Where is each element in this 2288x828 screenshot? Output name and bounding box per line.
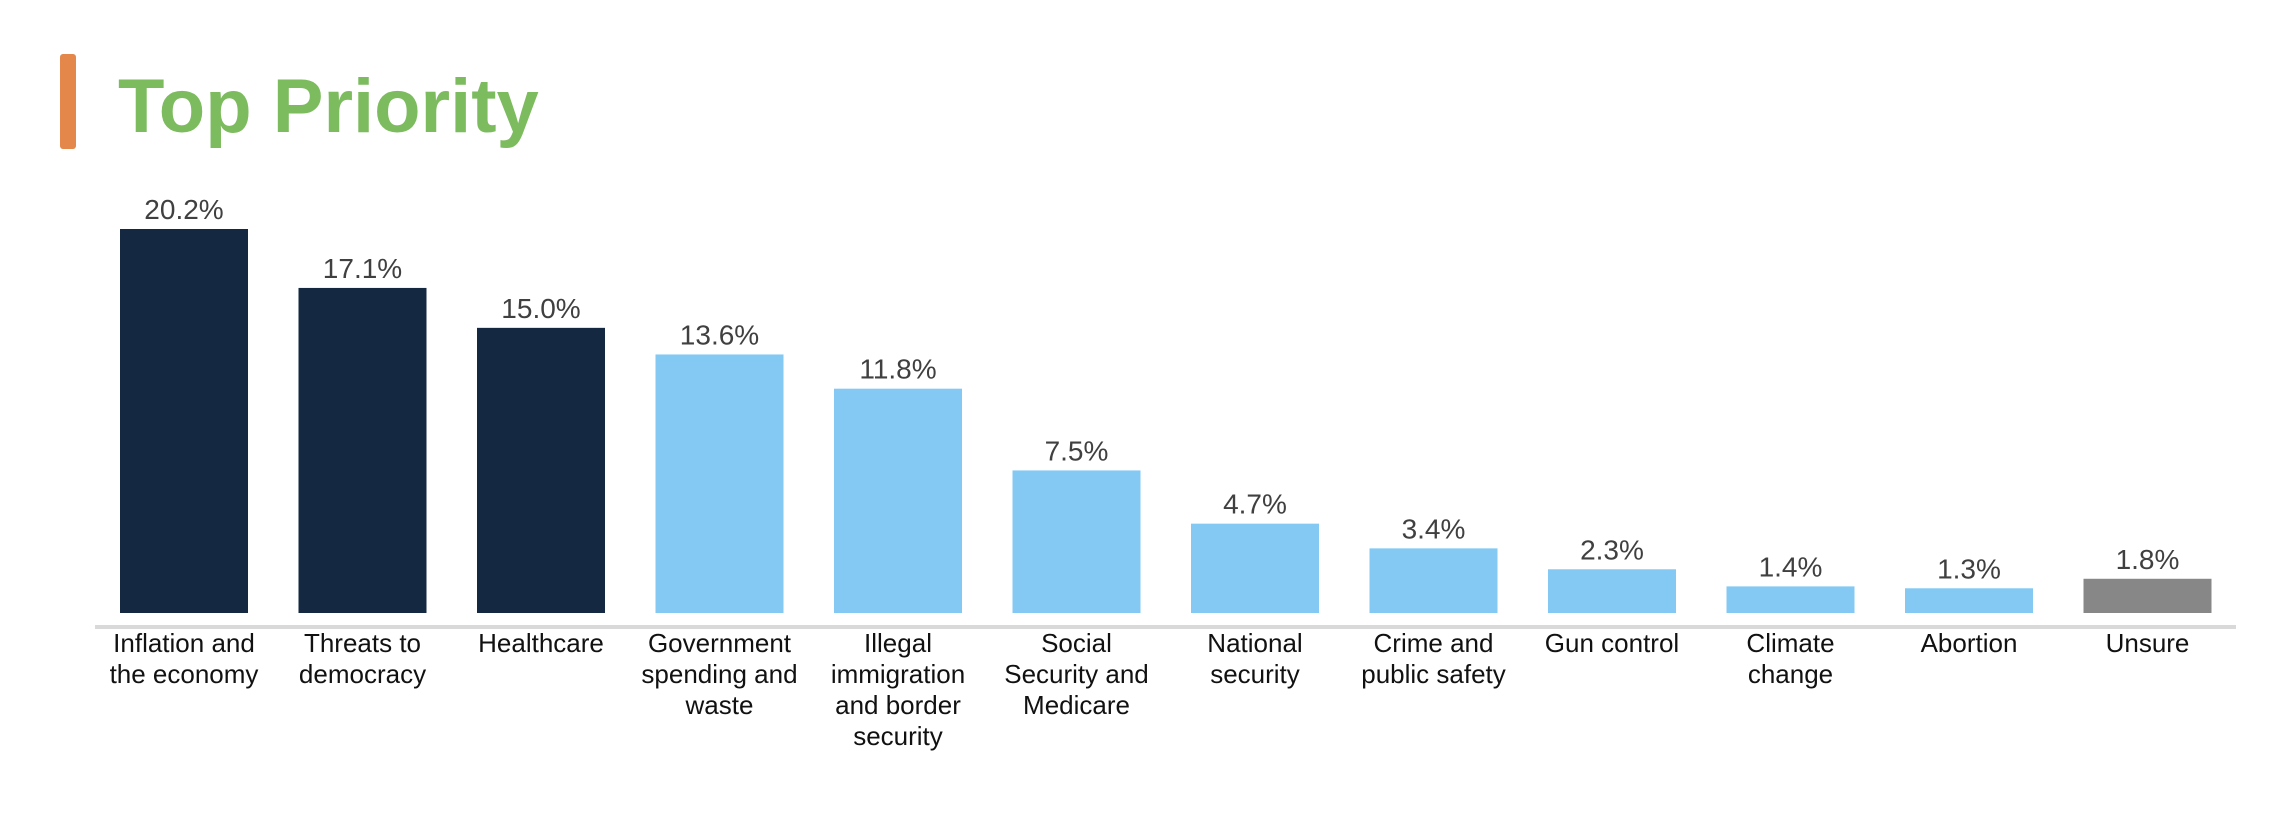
x-tick-label: Social Security and Medicare	[1004, 628, 1149, 720]
label-line: Abortion	[1921, 628, 2018, 658]
x-tick-label: National security	[1207, 628, 1302, 689]
x-tick-label: Healthcare	[478, 628, 604, 658]
x-tick-label: Abortion	[1921, 628, 2018, 658]
label-line: Illegal	[864, 628, 932, 658]
bar	[1191, 523, 1319, 613]
bar	[655, 354, 784, 613]
label-line: democracy	[299, 659, 426, 689]
label-line: change	[1748, 659, 1833, 689]
bar	[1548, 569, 1676, 613]
bar	[1726, 586, 1855, 613]
label-line: Unsure	[2106, 628, 2190, 658]
bar	[1369, 548, 1498, 613]
value-label: 17.1%	[323, 253, 402, 284]
x-tick-label: Threats to democracy	[299, 628, 426, 689]
x-tick-label: Government spending and waste	[641, 628, 797, 720]
bar	[2083, 578, 2212, 613]
label-line: public safety	[1361, 659, 1506, 689]
label-line: Healthcare	[478, 628, 604, 658]
label-line: Crime and	[1374, 628, 1494, 658]
x-tick-label: Gun control	[1545, 628, 1679, 658]
value-label: 11.8%	[859, 354, 936, 385]
bar	[477, 327, 605, 613]
label-line: immigration	[831, 659, 965, 689]
label-line: Security and	[1004, 659, 1149, 689]
x-tick-label: Unsure	[2106, 628, 2190, 658]
label-line: Government	[648, 628, 792, 658]
chart-title: Top Priority	[118, 64, 539, 149]
label-line: Social	[1041, 628, 1112, 658]
value-label: 3.4%	[1402, 513, 1466, 544]
value-label: 2.3%	[1580, 534, 1644, 565]
label-line: security	[1210, 659, 1300, 689]
bar	[1012, 470, 1141, 613]
label-line: Climate	[1746, 628, 1834, 658]
value-label: 15.0%	[501, 293, 580, 324]
title-accent	[60, 54, 76, 149]
label-line: waste	[685, 690, 754, 720]
x-tick-label: Climate change	[1746, 628, 1834, 689]
value-label: 7.5%	[1045, 435, 1109, 466]
bar	[120, 229, 248, 613]
label-line: and border	[835, 690, 961, 720]
bar	[834, 388, 962, 613]
label-line: security	[853, 721, 943, 751]
label-line: Threats to	[304, 628, 421, 658]
value-label: 13.6%	[680, 319, 759, 350]
value-label: 1.8%	[2116, 544, 2180, 575]
value-label: 1.3%	[1937, 553, 2001, 584]
label-line: Medicare	[1023, 690, 1130, 720]
label-line: the economy	[110, 659, 259, 689]
label-line: National	[1207, 628, 1302, 658]
value-label: 20.2%	[144, 194, 223, 225]
x-tick-label: Illegal immigration and border security	[831, 628, 965, 751]
x-tick-label: Inflation and the economy	[110, 628, 259, 689]
bar	[298, 287, 427, 613]
value-label: 4.7%	[1223, 489, 1287, 520]
label-line: spending and	[641, 659, 797, 689]
value-label: 1.4%	[1759, 551, 1823, 582]
bar	[1905, 588, 2033, 613]
label-line: Gun control	[1545, 628, 1679, 658]
label-line: Inflation and	[113, 628, 255, 658]
x-tick-label: Crime and public safety	[1361, 628, 1506, 689]
